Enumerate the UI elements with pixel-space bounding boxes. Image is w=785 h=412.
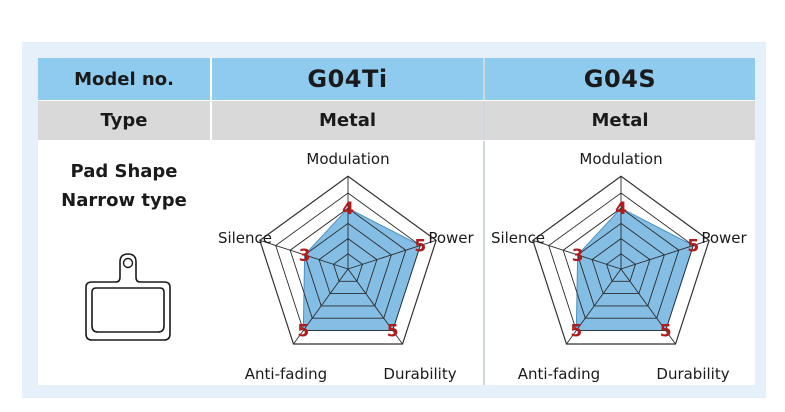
radar-spoke [293,268,349,345]
radar-value-label: 5 [414,237,426,257]
radar-value-label: 3 [572,246,584,266]
pad-shape-line-2: Narrow type [61,190,187,211]
radar-value-label: 5 [570,321,582,341]
type-label: Type [100,110,148,131]
radar-ring [318,238,378,295]
model-cell-2: G04S [485,58,755,100]
radar-chart-g04ti: 4 5 5 5 3 Modulation Power Durability Anti-fadin… [218,150,475,383]
model-label: Model no. [74,68,174,90]
radar-ring [577,222,665,307]
radar-chart-g04s: 4 5 5 5 3 Modulation Power Durability Anti-fadin… [491,150,748,383]
type-value-1: Metal [318,110,377,131]
brake-pad-icon [85,253,171,341]
radar-value-label: 5 [687,237,699,257]
radar-value-label: 5 [660,321,672,341]
model-label-cell: Model no. [38,58,210,100]
pad-shape-line-1: Pad Shape [70,161,178,182]
radar-axis-label: Power [428,229,474,247]
radar-axis-label: Power [701,229,747,247]
radar-ring [289,207,407,319]
radar-axis-label: Durability [383,365,456,383]
radar-axis-label: Anti-fading [518,365,600,383]
radar-ring [606,253,636,282]
model-row: Model no. G04Ti G04S [38,58,755,100]
radar-spoke [532,239,622,270]
radar-axis-label: Modulation [306,150,389,168]
type-cell-1: Metal [212,101,483,140]
radar-spoke [259,239,349,270]
radar-ring [591,238,651,295]
radar-axis-label: Anti-fading [245,365,327,383]
radar-axis-label: Modulation [579,150,662,168]
pad-shape-title: Pad Shape Narrow type [38,157,210,215]
radar-axis-label: Silence [491,229,545,247]
row-divider-2 [38,140,755,141]
radar-axis-label: Durability [656,365,729,383]
column-divider-2 [483,58,485,385]
radar-value-label: 3 [299,246,311,266]
type-row: Type Metal Metal [38,101,755,140]
radar-value-label: 5 [387,321,399,341]
model-name-1: G04Ti [307,65,388,93]
radar-spoke [620,239,710,270]
radar-ring [304,222,392,307]
radar-spoke [347,268,403,345]
radar-ring [275,192,421,331]
row-divider-1 [38,100,755,101]
radar-spoke [620,268,676,345]
column-divider-1 [210,58,212,385]
model-name-2: G04S [583,65,657,93]
type-label-cell: Type [38,101,210,140]
radar-spoke [566,268,622,345]
comparison-table: Model no. G04Ti G04S Type Metal Metal Pa… [38,58,755,385]
radar-value-label: 4 [615,199,627,219]
type-value-2: Metal [591,110,649,131]
radar-ring [562,207,680,319]
radar-ring [548,192,694,331]
model-cell-1: G04Ti [212,58,483,100]
radar-ring [333,253,363,282]
radar-spoke [347,239,437,270]
type-cell-2: Metal [485,101,755,140]
radar-axis-label: Silence [218,229,272,247]
radar-value-label: 5 [297,321,309,341]
radar-value-label: 4 [342,199,354,219]
